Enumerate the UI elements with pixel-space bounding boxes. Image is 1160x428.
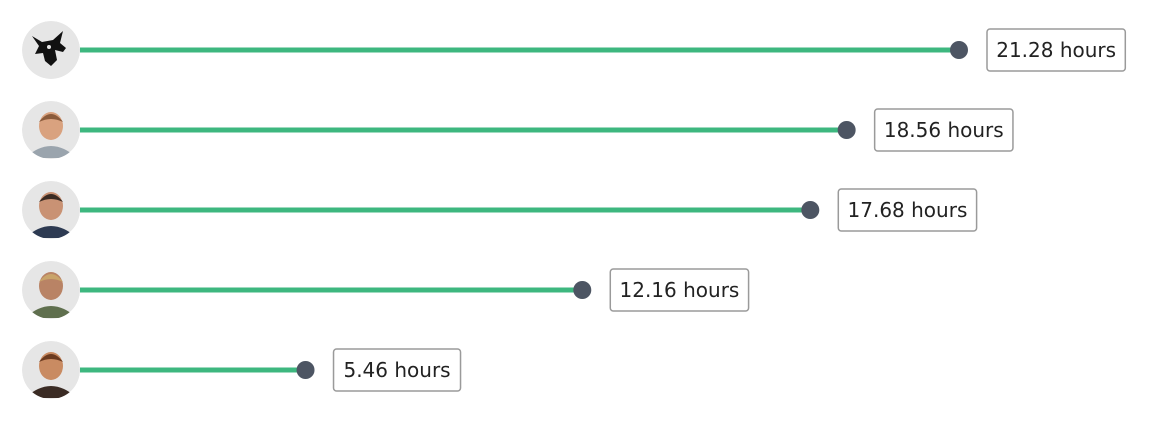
avatar-2 [22,101,80,159]
value-label-2: 18.56 hours [884,118,1004,142]
value-label-5: 5.46 hours [343,358,450,382]
avatar-5 [22,341,80,399]
bar-dot-2 [838,121,856,139]
bar-dot-3 [801,201,819,219]
value-label-1: 21.28 hours [996,38,1116,62]
avatar-3 [22,181,80,239]
bar-dot-1 [950,41,968,59]
avatar-4 [22,261,80,319]
avatar-1 [22,21,80,79]
value-label-3: 17.68 hours [848,198,968,222]
bar-dot-4 [573,281,591,299]
bull-eye [47,45,51,49]
value-label-4: 12.16 hours [620,278,740,302]
bar-dot-5 [297,361,315,379]
